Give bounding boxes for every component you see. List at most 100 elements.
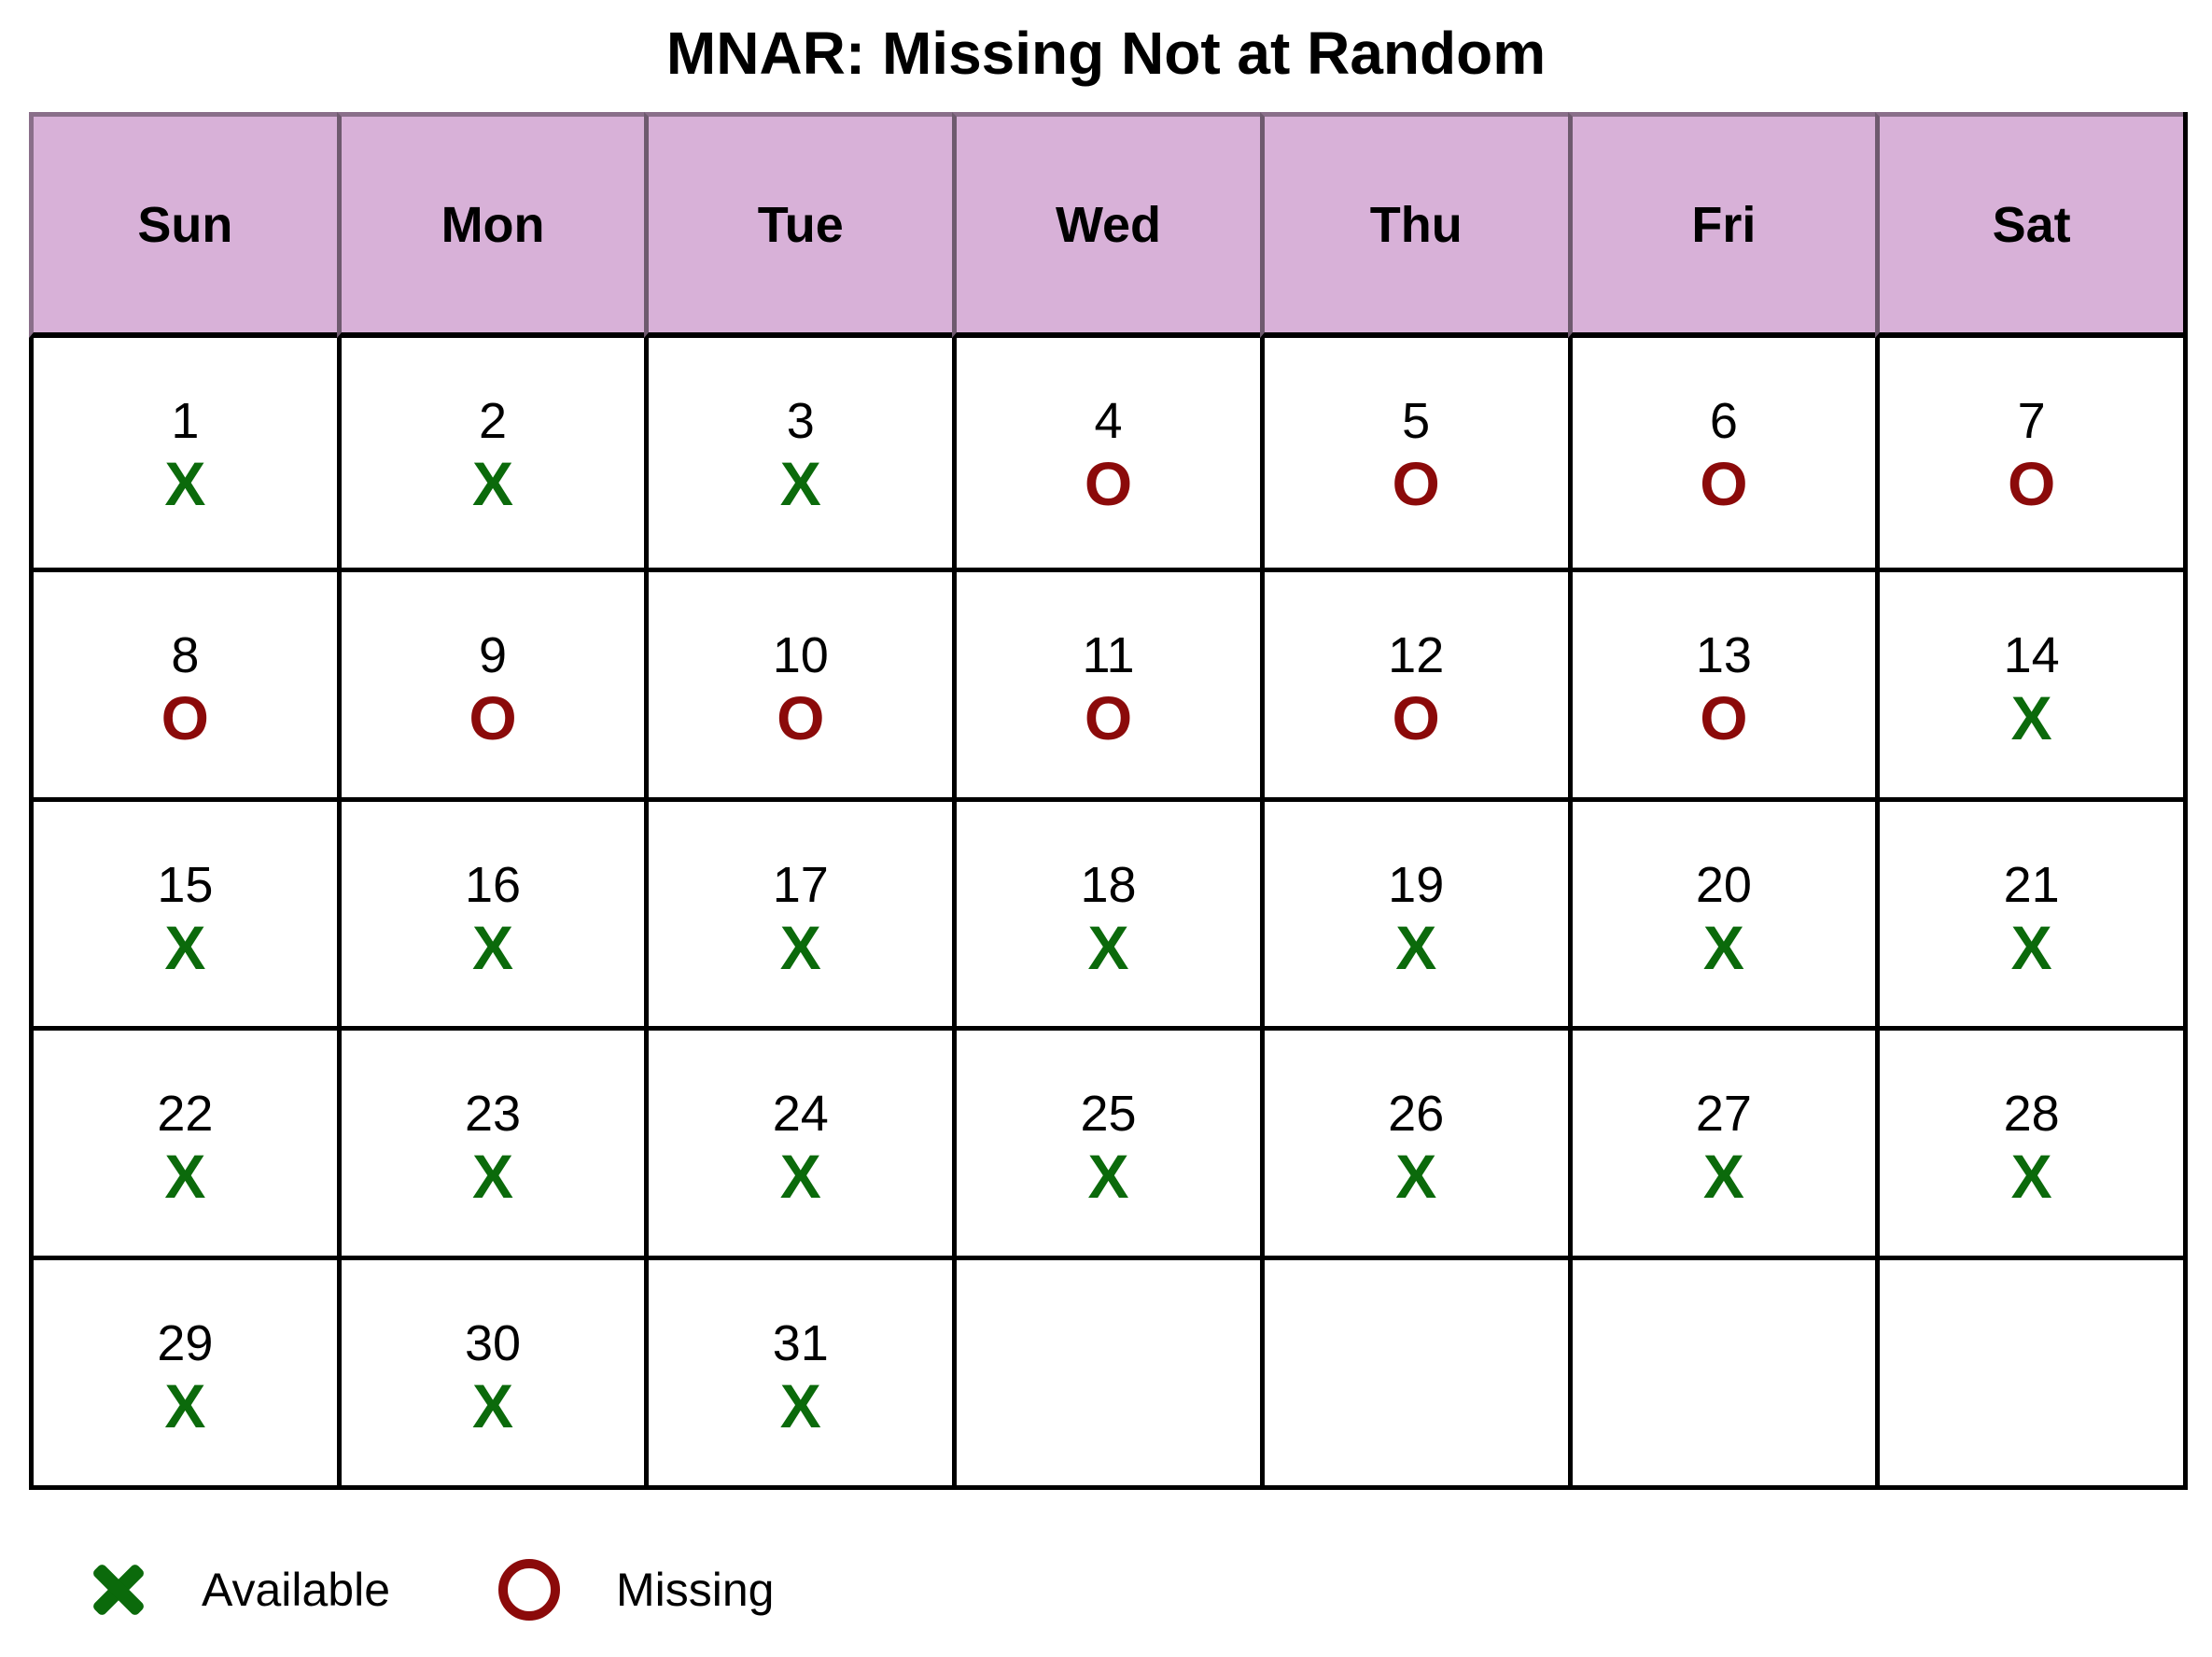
day-cell: 14 X [1875,567,2183,797]
available-mark: X [2010,912,2052,982]
day-number: 7 [2017,393,2046,449]
day-number: 31 [772,1315,829,1372]
available-mark: X [164,912,206,982]
day-number: 29 [157,1315,214,1372]
day-number: 1 [171,393,200,449]
day-cell: 28 X [1875,1026,2183,1257]
day-number: 30 [465,1315,522,1372]
day-cell: 23 X [336,1026,645,1257]
day-header-sat: Sat [1875,112,2183,338]
missing-mark: O [777,682,825,752]
day-cell: 10 O [644,567,953,797]
available-mark: X [779,912,821,982]
missing-mark: O [1084,682,1133,752]
available-mark: X [472,449,514,518]
day-number: 2 [479,393,508,449]
day-number: 21 [2003,856,2060,913]
available-mark: X [472,1371,514,1441]
empty-day-cell [1875,1256,2183,1485]
calendar-grid: Sun Mon Tue Wed Thu Fri Sat 1 X 2 X 3 X 4 O 5 O 6 O 7 O 8 O 9 O 1… [29,112,2188,1490]
day-number: 24 [772,1086,829,1143]
available-mark: X [164,1142,206,1212]
day-cell: 15 X [29,796,337,1027]
available-mark: X [1087,912,1129,982]
day-number: 8 [171,626,200,683]
day-header-sun: Sun [29,112,337,338]
day-cell: 24 X [644,1026,953,1257]
day-number: 26 [1388,1086,1445,1143]
day-cell: 22 X [29,1026,337,1257]
day-cell: 26 X [1259,1026,1568,1257]
day-number: 15 [157,856,214,913]
available-mark: X [472,1142,514,1212]
available-mark: X [779,1142,821,1212]
available-mark: X [1087,1142,1129,1212]
day-cell: 19 X [1259,796,1568,1027]
legend-available-label: Available [202,1564,391,1616]
day-cell: 21 X [1875,796,2183,1027]
day-number: 10 [772,626,829,683]
day-cell: 11 O [952,567,1260,797]
missing-mark: O [2007,449,2056,518]
empty-day-cell [1567,1256,1876,1485]
day-number: 14 [2003,626,2060,683]
available-mark: X [472,912,514,982]
missing-mark: O [1084,449,1133,518]
available-mark: X [164,449,206,518]
missing-mark: O [1392,449,1440,518]
circle-icon [498,1559,560,1621]
missing-mark: O [161,682,210,752]
available-mark: X [2010,1142,2052,1212]
missing-mark: O [1700,449,1748,518]
day-header-thu: Thu [1259,112,1568,338]
day-number: 16 [465,856,522,913]
missing-mark: O [469,682,517,752]
available-mark: X [2010,682,2052,752]
day-cell: 30 X [336,1256,645,1485]
day-number: 27 [1695,1086,1752,1143]
day-cell: 25 X [952,1026,1260,1257]
legend-missing-label: Missing [616,1564,775,1616]
available-mark: X [1395,912,1437,982]
day-number: 20 [1695,856,1752,913]
day-number: 4 [1094,393,1123,449]
day-header-mon: Mon [336,112,645,338]
available-mark: X [779,1371,821,1441]
day-number: 25 [1080,1086,1137,1143]
empty-day-cell [952,1256,1260,1485]
day-cell: 29 X [29,1256,337,1485]
day-number: 9 [479,626,508,683]
day-number: 18 [1080,856,1137,913]
x-mark-icon [93,1565,144,1615]
day-number: 3 [786,393,815,449]
available-mark: X [164,1371,206,1441]
day-number: 17 [772,856,829,913]
day-number: 11 [1082,626,1135,683]
day-header-tue: Tue [644,112,953,338]
empty-day-cell [1259,1256,1568,1485]
available-mark: X [779,449,821,518]
day-cell: 17 X [644,796,953,1027]
day-cell: 20 X [1567,796,1876,1027]
day-number: 23 [465,1086,522,1143]
day-number: 6 [1709,393,1738,449]
day-number: 28 [2003,1086,2060,1143]
day-cell: 18 X [952,796,1260,1027]
day-number: 19 [1388,856,1445,913]
day-cell: 27 X [1567,1026,1876,1257]
day-cell: 13 O [1567,567,1876,797]
available-mark: X [1395,1142,1437,1212]
page-title: MNAR: Missing Not at Random [665,20,1547,87]
available-mark: X [1702,912,1744,982]
day-number: 13 [1695,626,1752,683]
legend: Available Missing [0,1557,2212,1622]
day-number: 5 [1402,393,1431,449]
